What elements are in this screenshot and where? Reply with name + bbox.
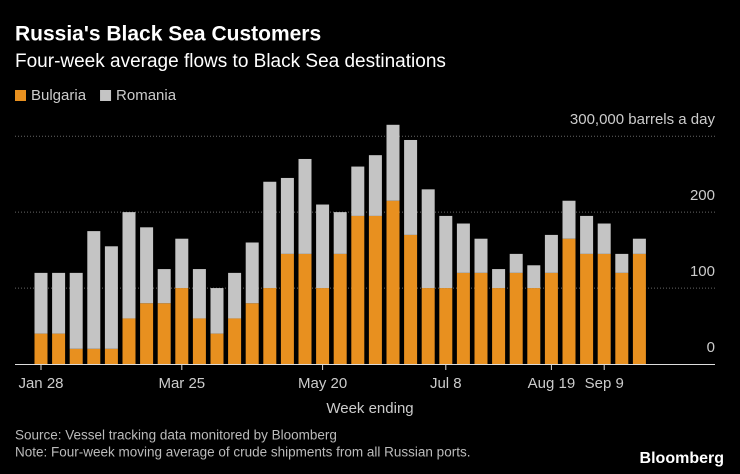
bar [509, 253, 523, 273]
bar [69, 272, 83, 349]
bar [632, 253, 646, 364]
bar [580, 215, 594, 254]
bar [280, 253, 294, 364]
bar [122, 318, 136, 364]
bar [404, 234, 418, 364]
bar [192, 318, 206, 364]
bar [527, 288, 541, 364]
bar [386, 200, 400, 364]
x-tick-label: Aug 19 [528, 375, 576, 392]
note: Note: Four-week moving average of crude … [15, 445, 470, 460]
bar [157, 303, 171, 364]
bar [351, 166, 365, 216]
bar [122, 212, 136, 319]
x-tick-label: Mar 25 [158, 375, 205, 392]
bar [597, 253, 611, 364]
bar [34, 272, 48, 334]
bar [245, 242, 259, 304]
bar [245, 303, 259, 364]
source: Source: Vessel tracking data monitored b… [15, 428, 337, 443]
bar [140, 303, 154, 364]
bar [368, 215, 382, 364]
bar [333, 253, 347, 364]
legend-label: Bulgaria [31, 87, 87, 104]
bar [527, 265, 541, 289]
legend-swatch [15, 90, 26, 101]
bar [228, 272, 242, 319]
x-tick-label: Jul 8 [430, 375, 462, 392]
bar [439, 215, 453, 289]
bar [492, 288, 506, 364]
bar [456, 272, 470, 364]
y-tick-label: 200 [690, 187, 715, 204]
bar [298, 158, 312, 254]
bar [368, 155, 382, 216]
bar [34, 333, 48, 364]
bar [615, 253, 629, 273]
x-tick-label: Sep 9 [585, 375, 624, 392]
bar [140, 227, 154, 304]
bar [210, 288, 224, 334]
bar [87, 231, 101, 349]
chart-title: Russia's Black Sea Customers [15, 23, 321, 46]
bar [580, 253, 594, 364]
bar [298, 253, 312, 364]
x-tick-label: Jan 28 [18, 375, 63, 392]
bar [562, 238, 576, 364]
bar [52, 272, 66, 334]
bar [492, 269, 506, 289]
bar [316, 288, 330, 364]
bar [192, 269, 206, 319]
brand: Bloomberg [640, 450, 724, 467]
bar [456, 223, 470, 273]
bar [175, 288, 189, 364]
bar [351, 215, 365, 364]
bar [104, 348, 118, 364]
bar [175, 238, 189, 289]
bar [544, 272, 558, 364]
bar [87, 348, 101, 364]
bar [210, 333, 224, 364]
bar [280, 177, 294, 254]
bar [263, 288, 277, 364]
bar [597, 223, 611, 254]
bar [104, 246, 118, 349]
bar [509, 272, 523, 364]
bar [69, 348, 83, 364]
y-tick-label: 300,000 barrels a day [570, 111, 716, 128]
legend-swatch [100, 90, 112, 101]
y-tick-label: 100 [690, 263, 715, 280]
y-tick-label: 0 [707, 339, 715, 356]
bar [544, 234, 558, 273]
bar [52, 333, 66, 364]
legend-label: Romania [116, 87, 177, 104]
bar [615, 272, 629, 364]
x-axis-label: Week ending [326, 400, 413, 417]
bar [333, 212, 347, 254]
bar [632, 238, 646, 254]
bar [562, 200, 576, 239]
bar [404, 139, 418, 235]
bar [421, 189, 435, 289]
bar [263, 181, 277, 289]
x-tick-label: May 20 [298, 375, 347, 392]
bar [228, 318, 242, 364]
bar [421, 288, 435, 364]
bar [474, 238, 488, 273]
bar [474, 272, 488, 364]
chart-subtitle: Four-week average flows to Black Sea des… [15, 51, 446, 72]
bar [439, 288, 453, 364]
bar [386, 124, 400, 201]
bar [316, 204, 330, 289]
bar [157, 269, 171, 304]
